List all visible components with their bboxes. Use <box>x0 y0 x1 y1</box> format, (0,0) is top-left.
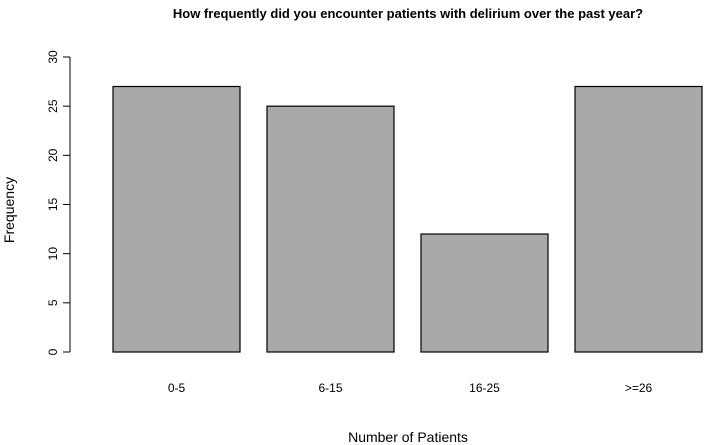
x-tick-labels: 0-5 6-15 16-25 >=26 <box>168 381 653 395</box>
y-tick-label: 30 <box>46 50 60 64</box>
x-axis-label: Number of Patients <box>348 429 468 445</box>
bar-3 <box>420 233 549 353</box>
y-tick-label: 25 <box>46 99 60 113</box>
y-axis-label: Frequency <box>1 177 17 243</box>
x-tick-label: 6-15 <box>318 381 342 395</box>
chart-title: How frequently did you encounter patient… <box>173 6 643 21</box>
y-axis: 0 5 10 15 20 25 30 <box>46 50 71 355</box>
bar-2 <box>266 105 395 353</box>
y-tick-label: 20 <box>46 148 60 162</box>
x-tick-label: 16-25 <box>469 381 500 395</box>
y-tick-label: 0 <box>46 348 60 355</box>
x-tick-label: >=26 <box>625 381 653 395</box>
y-tick-label: 5 <box>46 299 60 306</box>
x-tick-label: 0-5 <box>168 381 186 395</box>
bar-1 <box>112 85 241 353</box>
y-tick-label: 15 <box>46 198 60 212</box>
y-tick-label: 10 <box>46 247 60 261</box>
bars-group <box>112 85 703 353</box>
bar-4 <box>574 85 703 353</box>
